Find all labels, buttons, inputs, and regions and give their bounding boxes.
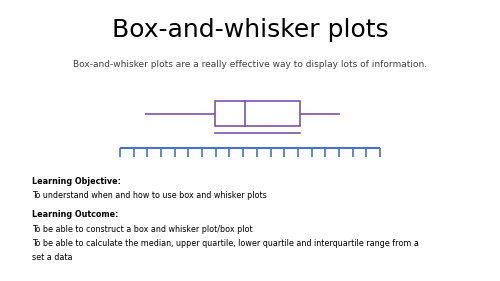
Text: Learning Outcome:: Learning Outcome: xyxy=(32,210,119,219)
Text: To be able to calculate the median, upper quartile, lower quartile and interquar: To be able to calculate the median, uppe… xyxy=(32,239,420,248)
Text: Box-and-whisker plots are a really effective way to display lots of information.: Box-and-whisker plots are a really effec… xyxy=(73,60,427,69)
Text: Box-and-whisker plots: Box-and-whisker plots xyxy=(112,17,388,42)
Text: Learning Objective:: Learning Objective: xyxy=(32,177,122,186)
Bar xyxy=(215,101,300,126)
Text: To understand when and how to use box and whisker plots: To understand when and how to use box an… xyxy=(32,191,267,200)
Text: set a data: set a data xyxy=(32,253,73,262)
Text: To be able to construct a box and whisker plot/box plot: To be able to construct a box and whiske… xyxy=(32,225,253,234)
